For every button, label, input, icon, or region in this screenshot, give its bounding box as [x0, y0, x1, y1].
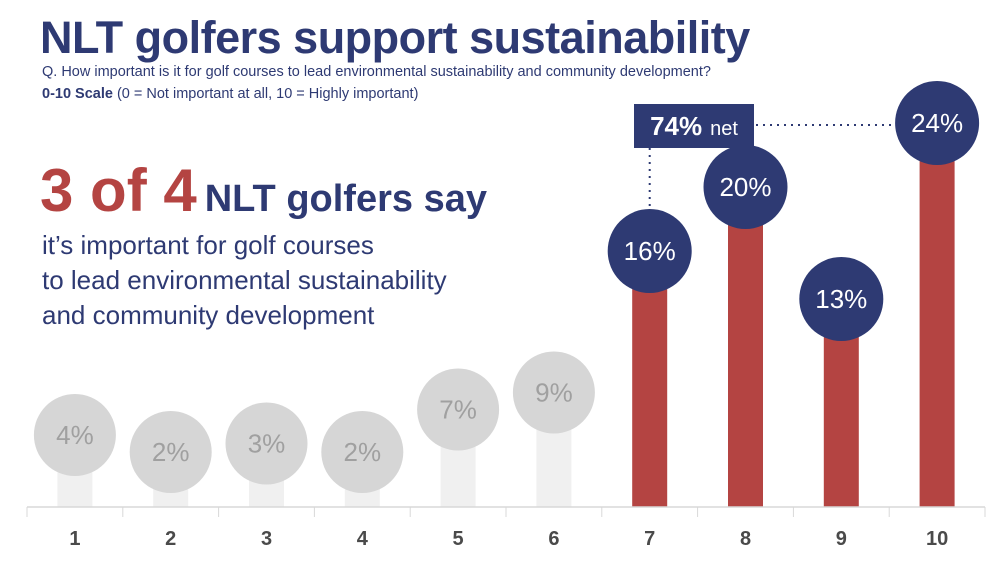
- x-tick-label: 10: [926, 528, 948, 550]
- value-bubble: [703, 145, 788, 229]
- body-line: it’s important for golf courses: [42, 230, 374, 260]
- net-value: 74%: [650, 111, 702, 141]
- x-tick-label: 1: [69, 528, 80, 550]
- x-tick-label: 4: [357, 528, 369, 550]
- x-tick-label: 6: [548, 528, 559, 550]
- body-line: and community development: [42, 300, 375, 330]
- value-bubble: [607, 209, 692, 293]
- survey-question: Q. How important is it for golf courses …: [42, 64, 711, 80]
- value-bubble: [129, 411, 212, 493]
- net-callout-text: 74% net: [650, 111, 738, 141]
- bar: [728, 187, 763, 507]
- value-bubble: [417, 368, 500, 451]
- page-title: NLT golfers support sustainability: [40, 12, 750, 63]
- body-line: to lead environmental sustainability: [42, 265, 447, 295]
- value-bubble: [895, 81, 980, 165]
- value-bubble: [512, 351, 595, 434]
- x-tick-label: 2: [165, 528, 176, 550]
- data-label: 3%: [248, 429, 286, 459]
- net-callout-box: [634, 104, 754, 148]
- scale-rest: (0 = Not important at all, 10 = Highly i…: [112, 86, 419, 102]
- data-label: 7%: [439, 395, 477, 425]
- value-bubble: [321, 411, 404, 493]
- x-tick-label: 3: [261, 528, 272, 550]
- data-label: 16%: [624, 236, 676, 266]
- x-tick-label: 8: [740, 528, 751, 550]
- data-label: 13%: [815, 284, 867, 314]
- data-label: 24%: [911, 108, 963, 138]
- headline-big: 3 of 4: [40, 157, 197, 224]
- value-bubble: [225, 402, 308, 485]
- data-label: 4%: [56, 420, 94, 450]
- data-label: 2%: [152, 437, 190, 467]
- value-bubble: [799, 257, 884, 341]
- data-label: 2%: [344, 437, 382, 467]
- data-label: 9%: [535, 378, 573, 408]
- headline: 3 of 4 NLT golfers say: [40, 156, 487, 225]
- x-tick-label: 5: [453, 528, 464, 550]
- body-text: it’s important for golf courses to lead …: [42, 228, 447, 333]
- x-tick-label: 9: [836, 528, 847, 550]
- bar: [632, 251, 668, 507]
- scale-note: 0-10 Scale (0 = Not important at all, 10…: [42, 86, 418, 102]
- data-label: 20%: [719, 172, 771, 202]
- net-label: net: [710, 118, 738, 140]
- bar: [919, 123, 955, 507]
- headline-rest: NLT golfers say: [204, 178, 487, 220]
- value-bubble: [33, 394, 116, 476]
- scale-bold: 0-10 Scale: [42, 86, 113, 102]
- x-tick-label: 7: [644, 528, 655, 550]
